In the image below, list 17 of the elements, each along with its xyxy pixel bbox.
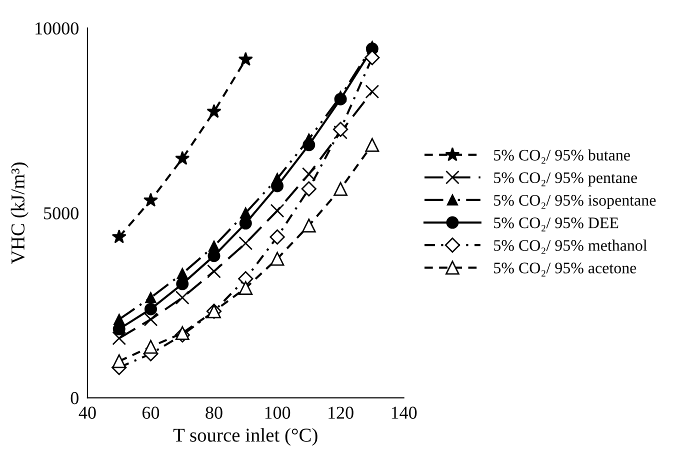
legend-label: 5% CO₂/ 95% butane xyxy=(494,149,630,164)
legend-label: 5% CO₂/ 95% isopentane xyxy=(494,194,656,209)
legend-label: 5% CO₂/ 95% methanol xyxy=(494,240,648,254)
legend-label: 5% CO₂/ 95% DEE xyxy=(494,217,618,232)
y-tick-label: 0 xyxy=(70,392,78,404)
y-tick-label: 10000 xyxy=(36,22,78,35)
x-tick-label: 40 xyxy=(78,406,96,419)
y-tick-label: 5000 xyxy=(44,207,78,220)
x-tick-label: 140 xyxy=(392,406,417,419)
x-tick-label: 80 xyxy=(206,406,222,419)
legend-label: 5% CO₂/ 95% pentane xyxy=(494,172,638,186)
legend-label: 5% CO₂/ 95% acetone xyxy=(494,262,636,276)
x-tick-label: 60 xyxy=(142,406,160,419)
y-axis-title: VHC (kJ/m³) xyxy=(10,162,28,264)
x-tick-label: 100 xyxy=(265,406,290,419)
x-tick-label: 120 xyxy=(328,406,354,419)
x-axis-title: T source inlet (°C) xyxy=(173,428,318,446)
